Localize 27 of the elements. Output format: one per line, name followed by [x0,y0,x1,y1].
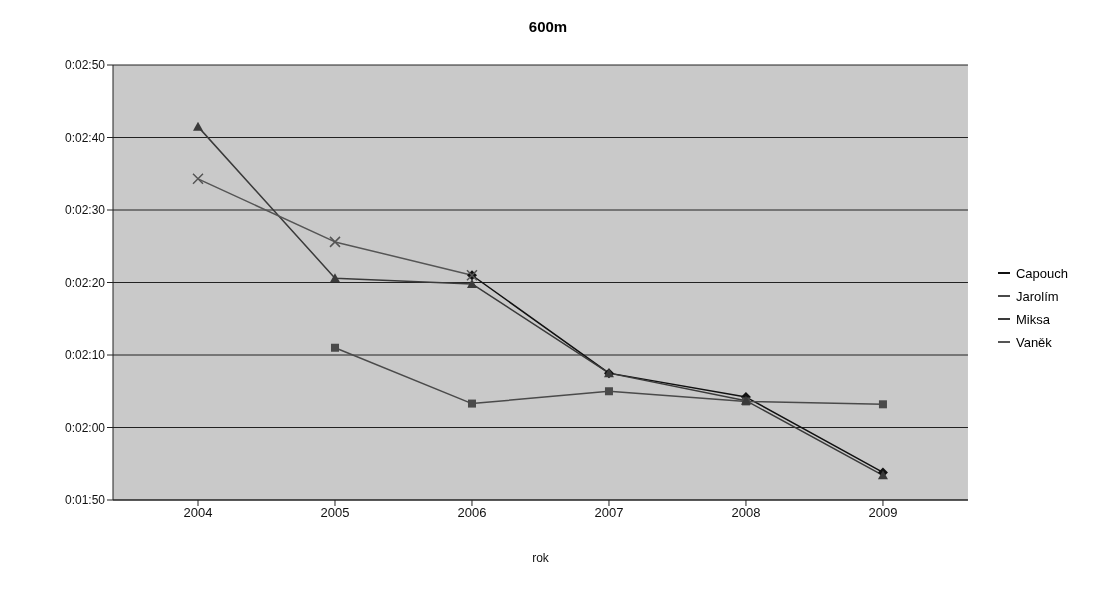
point [329,236,341,248]
point [604,387,613,396]
point [330,343,339,352]
y-tick-label: 0:02:20 [64,275,106,290]
legend-label: Vaněk [1015,334,1052,350]
legend-label: Capouch [1015,265,1068,281]
x-tick-label: 2008 [731,505,761,521]
x-tick-label: 2006 [457,505,487,521]
legend-label: Miksa [1015,311,1050,327]
point [878,400,887,409]
x-tick-label: 2009 [868,505,898,521]
y-tick-label: 0:02:30 [64,203,106,218]
x-tick-label: 2004 [183,505,213,521]
point [467,399,476,408]
chart-title: 600m [527,18,569,35]
x-tick-label: 2005 [320,505,350,521]
legend-label: Jarolím [1015,288,1059,304]
y-tick-label: 0:02:50 [64,58,106,73]
x-axis-title: rok [532,551,550,565]
point [192,173,204,185]
y-tick-label: 0:02:40 [64,130,106,145]
y-tick-label: 0:02:00 [64,420,106,435]
point [329,273,340,283]
point [193,121,203,131]
y-tick-label: 0:01:50 [64,493,106,508]
x-tick-label: 2007 [594,505,624,521]
y-tick-label: 0:02:10 [64,348,106,363]
